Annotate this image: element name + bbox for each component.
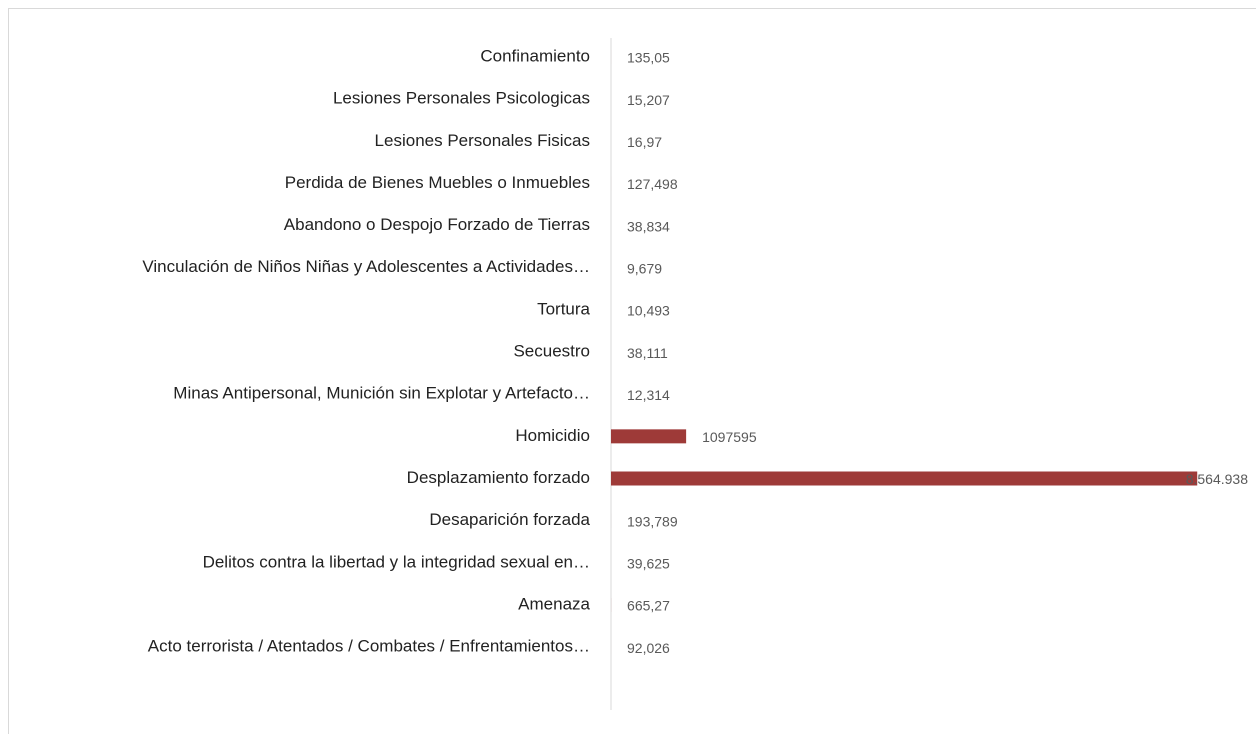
data-label: 135,05 bbox=[627, 50, 670, 66]
category-label: Confinamiento bbox=[480, 46, 590, 65]
data-label: 9,679 bbox=[627, 260, 662, 276]
bar bbox=[611, 471, 1198, 486]
data-label: 665,27 bbox=[627, 598, 670, 614]
data-label: 38,834 bbox=[627, 218, 670, 234]
data-label: 1097595 bbox=[702, 429, 757, 445]
chart-frame bbox=[8, 8, 1256, 734]
category-label: Minas Antipersonal, Munición sin Explota… bbox=[173, 384, 590, 403]
category-label: Homicidio bbox=[515, 426, 590, 445]
data-label: 39,625 bbox=[627, 556, 670, 572]
category-label: Desplazamiento forzado bbox=[407, 468, 590, 487]
data-label: 12,314 bbox=[627, 387, 670, 403]
category-label: Lesiones Personales Fisicas bbox=[375, 131, 590, 150]
category-label: Perdida de Bienes Muebles o Inmuebles bbox=[285, 173, 590, 192]
data-label: 15,207 bbox=[627, 92, 670, 108]
category-label: Delitos contra la libertad y la integrid… bbox=[203, 552, 590, 571]
category-label: Abandono o Despojo Forzado de Tierras bbox=[284, 215, 590, 234]
data-label: 10,493 bbox=[627, 303, 670, 319]
data-label: 38,111 bbox=[627, 345, 668, 361]
data-label: 16,97 bbox=[627, 134, 662, 150]
bar bbox=[611, 429, 687, 444]
category-label: Vinculación de Niños Niñas y Adolescente… bbox=[142, 257, 590, 276]
category-label: Secuestro bbox=[513, 342, 590, 361]
category-label: Acto terrorista / Atentados / Combates /… bbox=[148, 637, 590, 656]
data-label: 193,789 bbox=[627, 513, 678, 529]
category-label: Desaparición forzada bbox=[429, 510, 590, 529]
category-label: Tortura bbox=[537, 299, 590, 318]
category-label: Amenaza bbox=[518, 594, 590, 613]
data-label: 92,026 bbox=[627, 640, 670, 656]
data-label: 8.564.938 bbox=[1186, 471, 1248, 487]
category-label: Lesiones Personales Psicologicas bbox=[333, 89, 590, 108]
data-label: 127,498 bbox=[627, 176, 678, 192]
